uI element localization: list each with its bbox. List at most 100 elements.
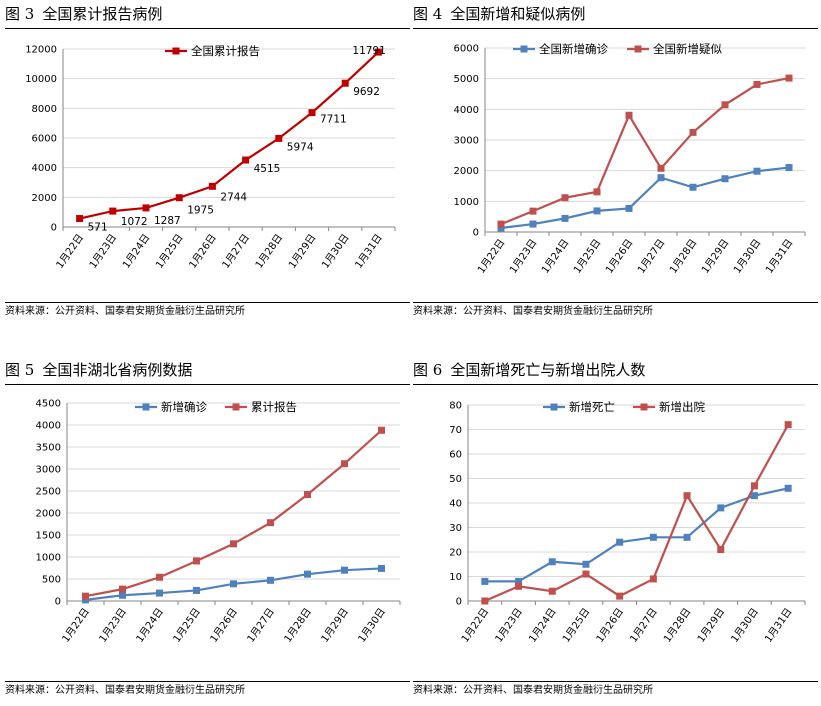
legend-label: 新增出院 [659, 400, 705, 414]
series-line [500, 77, 790, 226]
y-tick-label: 30 [449, 523, 462, 534]
data-point [481, 577, 489, 585]
data-point [232, 403, 240, 411]
figure-title: 全国新增和疑似病例 [450, 5, 586, 23]
source-note: 资料来源：公开资料、国泰君安期货金融衍生品研究所 [413, 302, 818, 321]
data-point [634, 45, 642, 53]
data-point [582, 560, 590, 568]
data-point [175, 194, 183, 202]
data-label: 11791 [352, 45, 385, 57]
x-tick-label: 1月23日 [493, 606, 525, 645]
x-tick-label: 1月29日 [286, 232, 318, 271]
x-tick-label: 1月24日 [526, 606, 558, 645]
legend-label: 全国新增疑似 [653, 42, 722, 56]
y-tick-label: 1000 [454, 197, 479, 208]
legend-label: 新增确诊 [161, 400, 207, 414]
data-label: 4515 [254, 163, 281, 175]
x-tick-label: 1月28日 [253, 232, 285, 271]
legend-label: 新增死亡 [569, 400, 615, 414]
y-tick-label: 500 [42, 575, 61, 586]
figure-title: 全国累计报告病例 [42, 5, 163, 23]
gridlines [67, 402, 400, 602]
y-tick-label: 20 [449, 548, 462, 559]
data-point [649, 533, 657, 541]
data-point [156, 589, 163, 597]
data-point [230, 580, 237, 588]
y-tick-label: 50 [449, 474, 462, 485]
series-2 [82, 426, 385, 600]
non-hubei-cases-chart: 0 500 1000 1500 2000 2500 3000 3500 4000 4500 1月22… [36, 399, 401, 645]
series-2 [481, 421, 792, 605]
series-1 [76, 48, 382, 223]
data-point [267, 519, 274, 527]
data-point [689, 183, 697, 191]
series-1 [82, 564, 385, 604]
data-point [208, 182, 216, 190]
legend: 全国累计报告 [165, 44, 260, 58]
x-tick-label: 1月22日 [54, 232, 86, 271]
x-tick-label: 1月24日 [134, 606, 166, 645]
data-point [750, 492, 758, 500]
data-point [785, 74, 793, 82]
data-point [520, 45, 528, 53]
y-tick-label: 8000 [32, 104, 57, 115]
data-point [616, 538, 624, 546]
data-point [649, 575, 657, 583]
y-axis-ticks: 0 2000 4000 6000 8000 10000 12000 [25, 45, 57, 234]
legend: 新增确诊 累计报告 [135, 400, 297, 414]
x-tick-label: 1月23日 [97, 606, 129, 645]
new-and-suspected-chart: 0 1000 2000 3000 4000 5000 6000 1月22日 1月23日 1月24日… [454, 42, 806, 276]
y-tick-label: 80 [449, 401, 462, 412]
x-tick-label: 1月28日 [282, 606, 314, 645]
data-point [82, 592, 89, 600]
y-tick-label: 0 [456, 597, 462, 608]
data-label: 1287 [154, 215, 181, 227]
y-tick-label: 0 [51, 223, 57, 234]
source-note: 资料来源：公开资料、国泰君安期货金融衍生品研究所 [5, 302, 410, 321]
data-point [242, 156, 250, 164]
series-line [484, 424, 790, 603]
x-tick-label: 1月25日 [571, 237, 603, 276]
x-tick-label: 1月22日 [459, 606, 491, 645]
data-point [109, 207, 117, 215]
data-point [561, 214, 569, 222]
x-tick-label: 1月31日 [353, 232, 385, 271]
x-tick-label: 1月30日 [729, 606, 761, 645]
data-point [341, 79, 349, 87]
data-label: 5974 [287, 141, 314, 153]
x-tick-label: 1月29日 [695, 606, 727, 645]
y-axis-ticks: 0 1000 2000 3000 4000 5000 6000 [454, 44, 479, 239]
series-1 [497, 164, 793, 232]
data-point [785, 164, 793, 172]
source-note: 资料来源：公开资料、国泰君安期货金融衍生品研究所 [5, 681, 410, 700]
data-point [683, 533, 691, 541]
data-point [230, 540, 237, 548]
figure-number: 图 5 [5, 361, 35, 379]
y-tick-label: 12000 [25, 45, 57, 56]
x-tick-label: 1月26日 [603, 237, 635, 276]
x-tick-label: 1月31日 [762, 606, 794, 645]
y-tick-label: 3500 [36, 443, 61, 454]
x-tick-label: 1月23日 [507, 237, 539, 276]
data-point [341, 460, 348, 468]
data-point [625, 111, 633, 119]
data-point [142, 204, 150, 212]
source-note: 资料来源：公开资料、国泰君安期货金融衍生品研究所 [413, 681, 818, 700]
x-axis-ticks: 1月22日 1月23日 1月24日 1月25日 1月26日 1月27日 1月28日 1月29日… [54, 227, 396, 271]
data-point [142, 403, 150, 411]
data-point [689, 128, 697, 136]
data-label: 571 [88, 222, 108, 234]
figure-number: 图 6 [413, 361, 443, 379]
data-point [657, 174, 665, 182]
series-line [484, 487, 789, 583]
x-tick-label: 1月26日 [594, 606, 626, 645]
chart-title: 图 4 全国新增和疑似病例 [413, 0, 818, 29]
data-point [548, 587, 556, 595]
x-tick-label: 1月25日 [560, 606, 592, 645]
data-point [193, 557, 200, 565]
x-tick-label: 1月27日 [635, 237, 667, 276]
y-tick-label: 10 [449, 572, 462, 583]
y-tick-label: 4500 [36, 399, 61, 410]
data-point [721, 175, 729, 183]
